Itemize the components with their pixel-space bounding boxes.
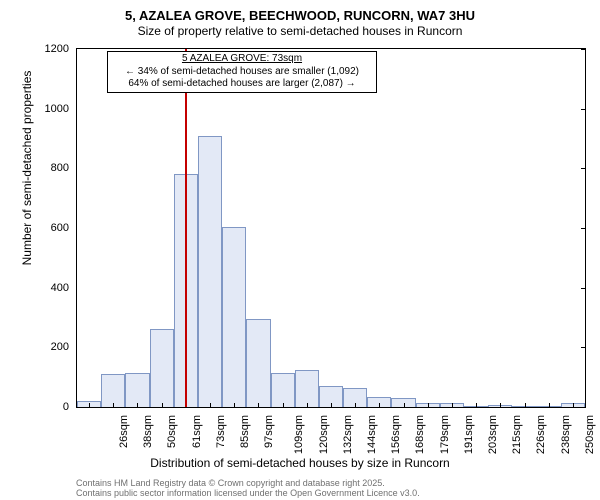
x-tick-mark xyxy=(573,403,574,408)
x-tick-mark xyxy=(234,403,235,408)
y-tick-mark xyxy=(581,49,586,50)
x-tick-mark xyxy=(307,403,308,408)
x-tick-label: 73sqm xyxy=(215,413,227,448)
y-tick-mark xyxy=(581,109,586,110)
x-tick-label: 168sqm xyxy=(415,413,427,454)
histogram-bar xyxy=(150,329,174,407)
y-tick-label: 1000 xyxy=(45,103,77,115)
x-tick-mark xyxy=(210,403,211,408)
histogram-bar xyxy=(198,136,222,407)
x-tick-label: 38sqm xyxy=(142,413,154,448)
y-tick-mark xyxy=(581,347,586,348)
plot-area: 5 AZALEA GROVE: 73sqm ← 34% of semi-deta… xyxy=(76,48,586,408)
x-tick-label: 203sqm xyxy=(487,413,499,454)
x-tick-mark xyxy=(162,403,163,408)
x-tick-label: 226sqm xyxy=(535,413,547,454)
annotation-line-larger: 64% of semi-detached houses are larger (… xyxy=(112,78,372,91)
y-tick-label: 600 xyxy=(51,222,77,234)
x-tick-label: 238sqm xyxy=(560,413,572,454)
histogram-bar xyxy=(246,319,270,407)
x-tick-mark xyxy=(258,403,259,408)
x-tick-label: 179sqm xyxy=(439,413,451,454)
x-tick-mark xyxy=(355,403,356,408)
footer-line-2: Contains public sector information licen… xyxy=(76,488,600,498)
attribution-footer: Contains HM Land Registry data © Crown c… xyxy=(76,478,600,498)
reference-marker-line xyxy=(185,49,187,407)
x-tick-label: 250sqm xyxy=(584,413,596,454)
x-tick-label: 156sqm xyxy=(390,413,402,454)
x-tick-mark xyxy=(500,403,501,408)
x-tick-mark xyxy=(283,403,284,408)
y-tick-label: 400 xyxy=(51,282,77,294)
x-tick-label: 85sqm xyxy=(239,413,251,448)
x-tick-label: 97sqm xyxy=(263,413,275,448)
x-tick-label: 132sqm xyxy=(342,413,354,454)
x-tick-label: 26sqm xyxy=(118,413,130,448)
x-tick-mark xyxy=(549,403,550,408)
x-tick-mark xyxy=(452,403,453,408)
chart-title-line1: 5, AZALEA GROVE, BEECHWOOD, RUNCORN, WA7… xyxy=(0,8,600,23)
y-tick-label: 800 xyxy=(51,162,77,174)
x-tick-mark xyxy=(428,403,429,408)
histogram-bar xyxy=(271,373,295,407)
y-tick-mark xyxy=(581,228,586,229)
x-tick-label: 191sqm xyxy=(463,413,475,454)
x-tick-mark xyxy=(379,403,380,408)
x-tick-mark xyxy=(331,403,332,408)
x-tick-mark xyxy=(137,403,138,408)
x-tick-mark xyxy=(476,403,477,408)
x-tick-label: 120sqm xyxy=(318,413,330,454)
chart-title-line2: Size of property relative to semi-detach… xyxy=(0,24,600,38)
histogram-bar xyxy=(125,373,149,407)
y-tick-label: 200 xyxy=(51,341,77,353)
x-tick-label: 144sqm xyxy=(366,413,378,454)
y-tick-label: 0 xyxy=(63,401,77,413)
histogram-bar xyxy=(295,370,319,407)
x-tick-mark xyxy=(404,403,405,408)
annotation-line-smaller: ← 34% of semi-detached houses are smalle… xyxy=(112,66,372,79)
histogram-bar xyxy=(222,227,246,407)
y-axis-label: Number of semi-detached properties xyxy=(20,0,34,347)
annotation-title: 5 AZALEA GROVE: 73sqm xyxy=(112,53,372,66)
x-tick-mark xyxy=(113,403,114,408)
x-tick-label: 215sqm xyxy=(511,413,523,454)
x-tick-label: 109sqm xyxy=(294,413,306,454)
x-tick-mark xyxy=(525,403,526,408)
y-tick-label: 1200 xyxy=(45,43,77,55)
x-tick-label: 50sqm xyxy=(167,413,179,448)
y-tick-mark xyxy=(581,288,586,289)
figure: 5, AZALEA GROVE, BEECHWOOD, RUNCORN, WA7… xyxy=(0,0,600,500)
y-tick-mark xyxy=(581,168,586,169)
annotation-box: 5 AZALEA GROVE: 73sqm ← 34% of semi-deta… xyxy=(107,51,377,93)
footer-line-1: Contains HM Land Registry data © Crown c… xyxy=(76,478,600,488)
y-tick-mark xyxy=(581,407,586,408)
x-axis-label: Distribution of semi-detached houses by … xyxy=(0,456,600,470)
x-tick-label: 61sqm xyxy=(191,413,203,448)
x-tick-mark xyxy=(89,403,90,408)
